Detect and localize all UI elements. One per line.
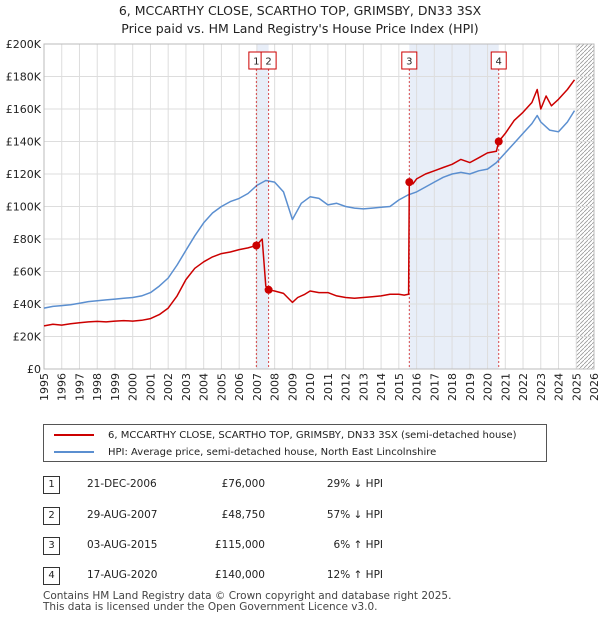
- transaction-number-badge: 4: [43, 567, 60, 585]
- y-tick-label: £200K: [6, 38, 42, 51]
- marker-dot: [494, 137, 503, 146]
- marker-dot: [252, 241, 261, 250]
- chart-title-line-2: Price paid vs. HM Land Registry's House …: [121, 21, 479, 36]
- marker-box: [490, 51, 507, 70]
- x-tick-label: 2011: [322, 373, 335, 401]
- x-tick-label: 2026: [588, 373, 600, 401]
- transaction-row: 3 03-AUG-2015 £115,000 6% ↑ HPI: [43, 537, 563, 555]
- x-tick-label: 2024: [553, 373, 566, 401]
- y-tick-label: £140K: [6, 136, 42, 149]
- price-chart: £0 £20K £40K £60K £80K £100K £120K £140K £160K £1…: [6, 38, 600, 401]
- x-tick-label: 2006: [233, 373, 246, 401]
- legend-swatch-red: [54, 434, 94, 436]
- x-tick-label: 2025: [570, 373, 583, 401]
- marker-label: 3: [406, 57, 412, 68]
- y-tick-label: £160K: [6, 103, 42, 116]
- marker-label: 1: [253, 57, 259, 68]
- x-tick-label: 2013: [357, 373, 370, 401]
- transaction-price: £115,000: [214, 539, 265, 551]
- x-tick-label: 1996: [56, 373, 69, 401]
- y-tick-label: £20K: [13, 331, 42, 344]
- x-tick-label: 1997: [73, 373, 86, 401]
- legend-label-property: 6, MCCARTHY CLOSE, SCARTHO TOP, GRIMSBY,…: [108, 429, 517, 441]
- legend-swatch-blue: [54, 451, 94, 453]
- x-tick-label: 2007: [251, 373, 264, 401]
- marker-label: 2: [265, 57, 271, 68]
- legend-item-hpi: HPI: Average price, semi-detached house,…: [54, 444, 436, 460]
- y-tick-label: £0: [27, 363, 41, 376]
- y-tick-label: £40K: [13, 298, 42, 311]
- transaction-number-badge: 1: [43, 476, 60, 494]
- y-tick-label: £60K: [13, 266, 42, 279]
- x-tick-label: 2023: [535, 373, 548, 401]
- transaction-row: 1 21-DEC-2006 £76,000 29% ↓ HPI: [43, 476, 563, 494]
- transaction-number-badge: 3: [43, 537, 60, 555]
- marker-label: 4: [496, 57, 502, 68]
- x-tick-label: 1998: [91, 373, 104, 401]
- marker-box: [401, 51, 418, 70]
- x-tick-label: 2004: [198, 373, 211, 401]
- marker-dot: [264, 285, 273, 294]
- transaction-price: £48,750: [221, 509, 265, 521]
- x-tick-label: 2021: [499, 373, 512, 401]
- transaction-row: 4 17-AUG-2020 £140,000 12% ↑ HPI: [43, 567, 563, 585]
- transaction-hpi-diff: 6% ↑ HPI: [333, 539, 383, 551]
- footer-copyright: Contains HM Land Registry data © Crown c…: [43, 590, 452, 602]
- y-tick-label: £120K: [6, 168, 42, 181]
- x-tick-label: 2009: [286, 373, 299, 401]
- transaction-price: £140,000: [214, 569, 265, 581]
- chart-title-line-1: 6, MCCARTHY CLOSE, SCARTHO TOP, GRIMSBY,…: [118, 3, 482, 18]
- marker-box: [260, 51, 277, 70]
- x-tick-label: 1995: [38, 373, 51, 401]
- y-tick-label: £100K: [6, 201, 42, 214]
- x-tick-label: 2015: [393, 373, 406, 401]
- x-tick-label: 2003: [180, 373, 193, 401]
- x-tick-label: 2018: [446, 373, 459, 401]
- x-tick-label: 2014: [375, 373, 388, 401]
- transaction-date: 21-DEC-2006: [87, 478, 157, 490]
- footer-licence: This data is licensed under the Open Gov…: [43, 601, 378, 613]
- y-tick-label: £180K: [6, 71, 42, 84]
- x-tick-label: 2008: [269, 373, 282, 401]
- transaction-row: 2 29-AUG-2007 £48,750 57% ↓ HPI: [43, 507, 563, 525]
- y-tick-label: £80K: [13, 233, 42, 246]
- x-tick-label: 2016: [411, 373, 424, 401]
- x-tick-label: 1999: [109, 373, 122, 401]
- transaction-date: 03-AUG-2015: [87, 539, 158, 551]
- transaction-hpi-diff: 57% ↓ HPI: [326, 509, 383, 521]
- x-tick-label: 2010: [304, 373, 317, 401]
- series-line-property: [43, 79, 576, 327]
- x-tick-label: 2002: [162, 373, 175, 401]
- x-tick-label: 2019: [464, 373, 477, 401]
- x-tick-label: 2020: [482, 373, 495, 401]
- marker-dot: [405, 178, 414, 187]
- x-tick-label: 2022: [517, 373, 530, 401]
- transaction-hpi-diff: 12% ↑ HPI: [326, 569, 383, 581]
- x-tick-label: 2001: [144, 373, 157, 401]
- chart-legend: 6, MCCARTHY CLOSE, SCARTHO TOP, GRIMSBY,…: [43, 424, 547, 462]
- x-tick-label: 2000: [127, 373, 140, 401]
- series-line-hpi: [43, 110, 576, 309]
- transaction-hpi-diff: 29% ↓ HPI: [326, 478, 383, 490]
- x-tick-label: 2005: [215, 373, 228, 401]
- legend-item-property: 6, MCCARTHY CLOSE, SCARTHO TOP, GRIMSBY,…: [54, 427, 517, 443]
- x-tick-label: 2012: [340, 373, 353, 401]
- legend-label-hpi: HPI: Average price, semi-detached house,…: [108, 446, 437, 458]
- transaction-date: 29-AUG-2007: [87, 509, 158, 521]
- transaction-date: 17-AUG-2020: [87, 569, 158, 581]
- x-tick-label: 2017: [428, 373, 441, 401]
- transaction-number-badge: 2: [43, 507, 60, 525]
- transaction-price: £76,000: [221, 478, 265, 490]
- plot-border: [43, 43, 595, 370]
